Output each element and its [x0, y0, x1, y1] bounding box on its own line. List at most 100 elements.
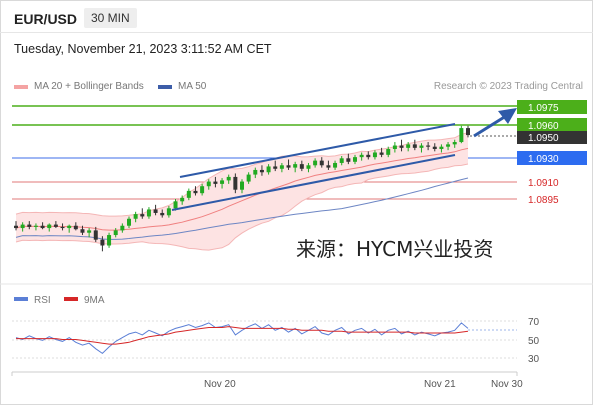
rsi-ma-line — [16, 326, 469, 345]
candle-body — [33, 225, 38, 227]
candle-body — [346, 158, 351, 162]
x-tick-nov30: Nov 30 — [491, 379, 523, 390]
candle-body — [53, 224, 58, 227]
candle-body — [319, 160, 324, 166]
projection-arrowhead — [498, 108, 517, 124]
candle-body — [113, 230, 118, 236]
candle-body — [166, 208, 171, 216]
candle-body — [14, 225, 18, 229]
x-tick-nov20: Nov 20 — [204, 379, 236, 390]
level-label-1.0895: 1.0895 — [528, 195, 559, 206]
pair-symbol: EUR/USD — [14, 11, 78, 27]
candle-body — [246, 174, 251, 182]
candle-body — [446, 144, 451, 147]
rsi-tick-50: 50 — [528, 336, 540, 347]
candle-body — [286, 165, 291, 168]
candle-body — [233, 176, 238, 190]
rsi-tick-30: 30 — [528, 354, 540, 365]
candle-body — [200, 186, 205, 194]
candle-body — [226, 176, 231, 181]
candle-body — [259, 169, 264, 173]
candle-body — [273, 166, 278, 169]
candle-body — [299, 164, 304, 169]
candle-body — [459, 128, 464, 143]
candle-body — [47, 224, 52, 229]
candle-body — [107, 235, 112, 246]
ma20-swatch — [14, 84, 28, 89]
candle-body — [206, 181, 211, 187]
candle-body — [146, 209, 151, 217]
candle-body — [392, 145, 397, 150]
candle-body — [293, 164, 298, 168]
candle-body — [60, 226, 65, 229]
candle-body — [80, 229, 85, 233]
candle-body — [87, 230, 92, 233]
level-label-1.0950: 1.0950 — [528, 133, 559, 144]
ma9-legend-label: 9MA — [84, 295, 105, 306]
candle-body — [193, 190, 198, 194]
level-label-1.0960: 1.0960 — [528, 121, 559, 132]
candle-body — [406, 144, 411, 148]
candle-body — [313, 160, 318, 166]
candle-body — [439, 146, 444, 150]
bollinger-lower-line — [15, 163, 469, 251]
candle-body — [399, 145, 404, 148]
candle-body — [333, 162, 338, 168]
candle-body — [266, 166, 271, 173]
x-tick-nov21: Nov 21 — [424, 379, 456, 390]
candle-body — [127, 218, 131, 226]
candle-body — [366, 154, 371, 158]
level-label-1.0910: 1.0910 — [528, 178, 559, 189]
candle-body — [20, 224, 25, 229]
candle-body — [186, 190, 191, 198]
candle-body — [180, 197, 185, 202]
legend-ma50: MA 50 — [158, 81, 206, 92]
channel-lower-line — [171, 154, 456, 211]
timestamp: Tuesday, November 21, 2023 3:11:52 AM CE… — [14, 42, 272, 56]
ma9-swatch — [64, 297, 78, 301]
candle-body — [213, 181, 218, 184]
candle-body — [173, 201, 178, 209]
ma20-line — [15, 147, 469, 231]
level-box-1.0950 — [517, 131, 587, 144]
level-label-1.0930: 1.0930 — [528, 154, 559, 165]
legend-ma50-label: MA 50 — [178, 81, 207, 92]
candle-body — [279, 165, 284, 169]
rsi-legend-label: RSI — [34, 295, 51, 306]
legend-ma20: MA 20 + Bollinger Bands — [14, 81, 144, 92]
candle-body — [240, 181, 244, 190]
candle-body — [339, 158, 344, 163]
candle-body — [359, 154, 364, 158]
level-box-1.0975 — [517, 100, 587, 114]
candle-body — [153, 209, 158, 213]
candle-body — [253, 169, 258, 175]
candle-body — [73, 225, 78, 230]
candle-body — [412, 144, 417, 148]
candle-body — [40, 225, 45, 229]
rsi-tick-70: 70 — [528, 317, 540, 328]
header-divider — [0, 32, 593, 33]
candle-body — [419, 145, 424, 148]
rsi-swatch — [14, 297, 28, 301]
candle-body — [432, 146, 437, 150]
candle-body — [120, 225, 125, 231]
level-box-1.0930 — [517, 151, 587, 165]
candle-body — [220, 180, 225, 184]
candle-body — [93, 230, 98, 240]
candle-body — [67, 225, 72, 229]
candle-body — [326, 165, 331, 168]
bollinger-upper-line — [15, 132, 469, 217]
candle-body — [100, 239, 105, 246]
research-credit: Research © 2023 Trading Central — [433, 81, 583, 92]
candle-body — [133, 214, 138, 219]
candle-body — [386, 149, 391, 155]
candle-body — [452, 142, 457, 145]
candle-body — [306, 165, 311, 169]
channel-upper-line — [179, 123, 456, 178]
projection-arrow — [473, 114, 507, 138]
candle-body — [140, 214, 145, 217]
timeframe-badge[interactable]: 30 MIN — [84, 8, 137, 28]
ma50-line — [15, 177, 469, 240]
candle-body — [372, 152, 377, 158]
